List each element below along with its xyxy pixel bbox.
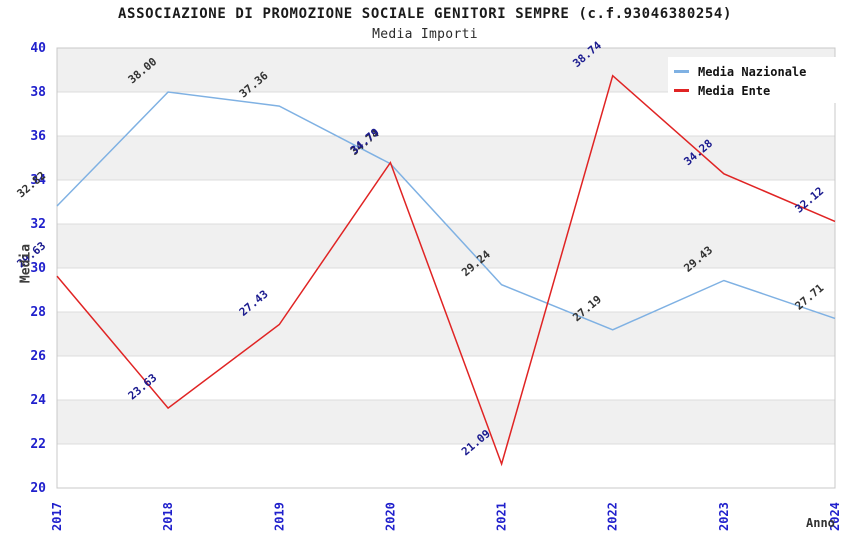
y-tick-label: 30 [30, 261, 46, 276]
series-line-nazionale [56, 91, 836, 331]
plot-band [57, 444, 835, 488]
y-tick-label: 32 [30, 217, 46, 232]
legend-label: Media Ente [698, 83, 771, 98]
y-tick-label: 24 [30, 393, 46, 408]
x-axis-title: Anno [806, 516, 835, 530]
y-tick-label: 20 [30, 481, 46, 496]
y-tick-label: 34 [30, 173, 46, 188]
legend-line-swatch-nazionale [674, 70, 689, 73]
legend-item-media-nazionale: Media Nazionale [674, 62, 846, 81]
plot-band [57, 224, 835, 268]
plot-band [57, 400, 835, 444]
y-tick-label: 38 [30, 85, 46, 100]
legend-label: Media Nazionale [698, 64, 807, 79]
plot-band [57, 136, 835, 180]
chart-legend: Media Nazionale Media Ente [668, 57, 846, 103]
plot-border [56, 47, 836, 489]
x-tick-label: 2022 [606, 502, 620, 531]
plot-band [57, 312, 835, 356]
x-tick-label: 2024 [828, 502, 842, 531]
x-tick-label: 2020 [383, 502, 397, 531]
y-tick-label: 26 [30, 349, 46, 364]
y-axis-title: Media [18, 243, 34, 284]
plot-band [57, 356, 835, 400]
legend-line-swatch-ente [674, 89, 689, 92]
chart-subtitle: Media Importi [372, 27, 478, 42]
chart-title: ASSOCIAZIONE DI PROMOZIONE SOCIALE GENIT… [118, 6, 732, 22]
legend-item-media-ente: Media Ente [674, 81, 846, 100]
plot-band [57, 268, 835, 312]
x-tick-label: 2023 [717, 502, 731, 531]
series-line-ente [56, 74, 836, 467]
y-tick-label: 40 [30, 41, 46, 56]
x-tick-label: 2021 [495, 502, 509, 531]
plot-band [57, 180, 835, 224]
x-tick-label: 2019 [272, 502, 286, 531]
x-tick-label: 2018 [161, 502, 175, 531]
x-tick-label: 2017 [50, 502, 64, 531]
y-tick-label: 28 [30, 305, 46, 320]
y-tick-label: 22 [30, 437, 46, 452]
y-tick-label: 36 [30, 129, 46, 144]
